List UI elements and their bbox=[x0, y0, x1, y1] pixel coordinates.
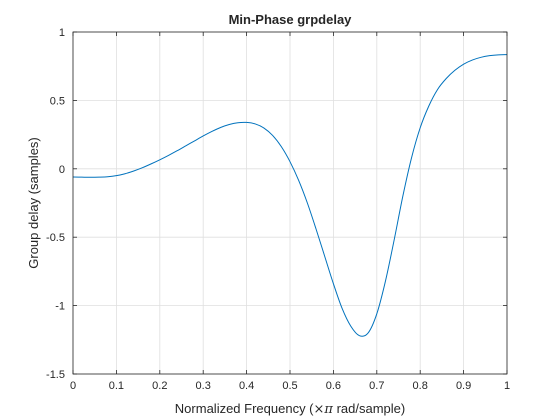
tick-marks bbox=[72, 31, 508, 375]
x-tick-label: 0.2 bbox=[152, 380, 167, 392]
x-axis-label-suffix: rad/sample) bbox=[333, 401, 405, 416]
x-tick-label: 0.9 bbox=[456, 380, 471, 392]
x-tick-label: 0 bbox=[70, 380, 76, 392]
x-axis-label-symbol: ×π bbox=[314, 402, 334, 417]
y-tick-label: -0.5 bbox=[46, 232, 65, 244]
x-tick-labels: 0 0.1 0.2 0.3 0.4 0.5 0.6 0.7 0.8 0.9 1 bbox=[70, 380, 510, 392]
x-tick-label: 1 bbox=[504, 380, 510, 392]
series-line bbox=[72, 54, 508, 337]
x-tick-label: 0.3 bbox=[196, 380, 211, 392]
y-tick-label: -1.5 bbox=[46, 369, 65, 381]
y-tick-label: 1 bbox=[59, 27, 65, 39]
y-tick-labels: -1.5 -1 -0.5 0 0.5 1 bbox=[46, 27, 65, 381]
y-tick-label: 0.5 bbox=[50, 95, 65, 107]
x-tick-label: 0.4 bbox=[239, 380, 254, 392]
x-axis-label-prefix: Normalized Frequency ( bbox=[175, 401, 314, 416]
x-tick-label: 0.5 bbox=[282, 380, 297, 392]
y-tick-label: 0 bbox=[59, 164, 65, 176]
chart-title: Min-Phase grpdelay bbox=[229, 12, 353, 27]
x-tick-label: 0.6 bbox=[326, 380, 341, 392]
x-tick-label: 0.7 bbox=[369, 380, 384, 392]
y-tick-label: -1 bbox=[55, 301, 65, 313]
x-tick-label: 0.1 bbox=[109, 380, 124, 392]
x-axis-label: Normalized Frequency (×π rad/sample) bbox=[175, 401, 405, 417]
y-axis-label: Group delay (samples) bbox=[26, 137, 41, 269]
x-tick-label: 0.8 bbox=[413, 380, 428, 392]
